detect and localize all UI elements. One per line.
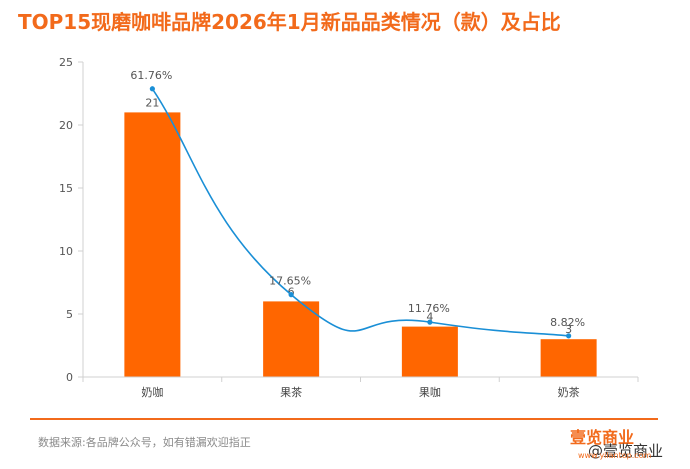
share-point (427, 319, 433, 325)
share-label: 8.82% (550, 316, 585, 329)
share-label: 17.65% (269, 275, 311, 288)
chart-title: TOP15现磨咖啡品牌2026年1月新品品类情况（款）及占比 (18, 10, 561, 34)
x-tick-label: 奶茶 (558, 385, 580, 399)
brand-url: www.yilantop.com (578, 451, 652, 460)
bar-value-label: 4 (426, 311, 433, 324)
bars: 21 6 4 3 (124, 96, 597, 378)
share-line-path (151, 88, 569, 337)
x-tick-label: 奶咖 (141, 385, 163, 399)
bar-value-label: 3 (565, 323, 572, 336)
bar (263, 301, 320, 377)
x-tick-label: 果茶 (280, 386, 302, 399)
divider (30, 418, 658, 420)
y-tick-label: 25 (59, 56, 73, 69)
x-tick-label: 果咖 (419, 385, 441, 399)
share-point (566, 333, 572, 339)
bar (540, 339, 597, 377)
bar-value-label: 6 (288, 285, 295, 298)
share-point (149, 86, 155, 92)
y-tick-label: 0 (66, 371, 73, 384)
x-axis: 奶咖 果茶 果咖 奶茶 (82, 376, 639, 399)
bar-value-label: 21 (145, 96, 159, 109)
brand-logo: 壹览商业 (570, 428, 635, 447)
weibo-handle: @壹览商业 (588, 442, 664, 460)
share-label: 11.76% (408, 302, 450, 315)
y-tick-label: 5 (66, 308, 73, 321)
y-tick-label: 10 (59, 245, 73, 258)
share-label: 61.76% (130, 69, 172, 82)
y-tick-label: 20 (59, 119, 73, 132)
bar (124, 112, 181, 378)
y-tick-label: 15 (59, 182, 73, 195)
source-note: 数据来源:各品牌公众号，如有错漏欢迎指正 (38, 436, 251, 449)
bar (401, 326, 458, 377)
share-point (288, 292, 294, 298)
y-axis: 0 5 10 15 20 25 (59, 56, 84, 384)
share-line: 61.76% 17.65% 11.76% 8.82% (130, 69, 585, 339)
